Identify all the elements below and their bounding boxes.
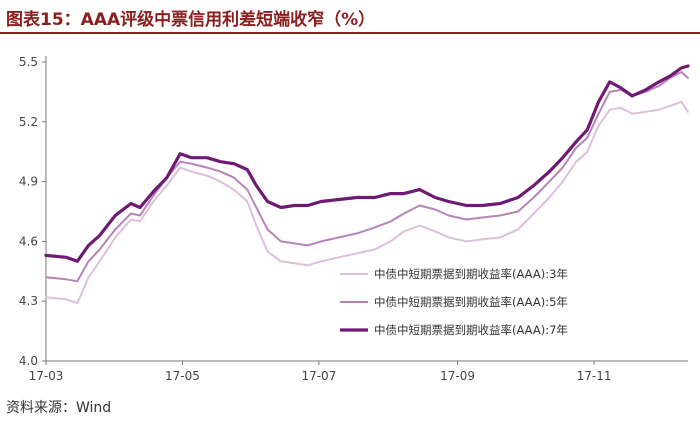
legend-label-2: 中债中短期票据到期收益率(AAA):5年 <box>374 295 568 309</box>
y-tick-label: 4.0 <box>19 354 38 368</box>
y-tick-label: 4.9 <box>19 175 38 189</box>
title-bar: 图表15：AAA评级中票信用利差短端收窄（%） <box>0 0 700 34</box>
x-tick-label: 17-03 <box>29 369 64 383</box>
x-tick-label: 17-09 <box>440 369 475 383</box>
legend-label-1: 中债中短期票据到期收益率(AAA):3年 <box>374 267 568 281</box>
y-tick-label: 4.6 <box>19 234 38 248</box>
line-chart: 4.0 4.3 4.6 4.9 5.2 5.5 17-03 17-05 17-07 17-09 17… <box>19 55 690 383</box>
x-tick-label: 17-07 <box>301 369 336 383</box>
y-tick-label: 5.5 <box>19 55 38 69</box>
chart-title: 图表15：AAA评级中票信用利差短端收窄（%） <box>6 10 376 30</box>
x-tick-label: 17-11 <box>577 369 612 383</box>
legend-label-3: 中债中短期票据到期收益率(AAA):7年 <box>374 323 568 337</box>
y-tick-label: 5.2 <box>19 115 38 129</box>
source-note: 资料来源：Wind <box>6 400 112 416</box>
y-tick-label: 4.3 <box>19 294 38 308</box>
series-line-2 <box>45 71 689 283</box>
x-tick-label: 17-05 <box>165 369 200 383</box>
series-line-1 <box>45 100 689 305</box>
series-line-3 <box>44 64 690 263</box>
